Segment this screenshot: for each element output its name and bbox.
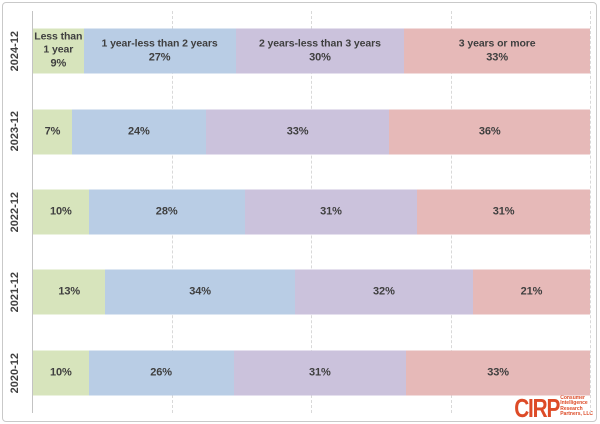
segment-value: 33% xyxy=(286,125,309,138)
year-label: 2024-12 xyxy=(9,31,21,72)
segment-label: Less than 1 year 9% xyxy=(34,31,82,72)
segment-label: 26% xyxy=(150,365,172,380)
segment-value: 33% xyxy=(487,366,509,379)
segment-value: 10% xyxy=(49,205,72,218)
bar-segment: 3 years or more 33% xyxy=(404,28,590,74)
cirp-logo: CIRP Consumer Intelligence Research Partner… xyxy=(501,392,593,423)
segment-value: 34% xyxy=(189,285,211,298)
bar-segment: 2 years-less than 3 years 30% xyxy=(235,28,405,74)
bar-segment: 24% xyxy=(71,109,206,155)
segment-label: 33% xyxy=(487,365,509,380)
segment-value: 13% xyxy=(58,285,81,298)
segment-value: 24% xyxy=(127,125,150,138)
segment-name: 3 years or more xyxy=(458,37,536,50)
cirp-tagline-line: Partners, LLC xyxy=(560,411,593,418)
segment-value: 27% xyxy=(148,51,171,64)
segment-label: 31% xyxy=(493,205,515,220)
segment-label: 13% xyxy=(58,285,80,300)
cirp-tagline-line: Research xyxy=(560,405,583,412)
segment-value: 30% xyxy=(309,51,331,64)
segment-label: 32% xyxy=(373,285,395,300)
cirp-tagline: Consumer Intelligence Research Partners, LL… xyxy=(560,394,593,420)
segment-label: 1 year-less than 2 years 27% xyxy=(102,37,218,65)
segment-value: 10% xyxy=(49,366,72,379)
chart-row-2020-12: 2020-12 10% 26% 31% 33% xyxy=(9,333,590,413)
bar-segment: 1 year-less than 2 years 27% xyxy=(83,28,236,74)
bar-segment: 7% xyxy=(33,109,72,155)
bar-segment: 28% xyxy=(88,189,245,235)
bar-segment: 33% xyxy=(205,109,390,155)
bar-segment: 10% xyxy=(33,189,89,235)
segment-label: 31% xyxy=(309,365,331,380)
chart-row-2023-12: 2023-12 7% 24% 33% 36% xyxy=(9,91,590,171)
bar-track: 13% 34% 32% 21% xyxy=(33,269,590,315)
segment-value: 31% xyxy=(308,366,331,379)
bar-segment: 33% xyxy=(406,350,590,396)
segment-value: 7% xyxy=(44,125,61,138)
bar-segment: 32% xyxy=(294,269,474,315)
plot-area: 2024-12 Less than 1 year 9% 1 year-less than… xyxy=(9,11,591,413)
segment-label: 10% xyxy=(50,365,72,380)
segment-label: 3 years or more 33% xyxy=(459,37,536,65)
cirp-tagline-line: Consumer xyxy=(560,394,585,401)
year-label: 2023-12 xyxy=(9,111,21,152)
year-label: 2020-12 xyxy=(9,352,21,394)
chart-row-2024-12: 2024-12 Less than 1 year 9% 1 year-less than… xyxy=(9,11,590,91)
segment-label: 33% xyxy=(287,124,309,139)
bar-segment: 31% xyxy=(233,350,407,396)
segment-value: 31% xyxy=(492,205,515,218)
segment-label: 36% xyxy=(479,124,501,139)
segment-value: 21% xyxy=(520,285,543,298)
bar-segment: 26% xyxy=(88,350,234,396)
segment-label: 28% xyxy=(156,205,178,220)
segment-value: 36% xyxy=(478,125,501,138)
segment-value: 32% xyxy=(373,285,395,298)
segment-label: 31% xyxy=(320,205,342,220)
bar-segment: 36% xyxy=(389,109,590,155)
segment-label: 21% xyxy=(521,285,543,300)
segment-label: 7% xyxy=(45,124,61,139)
segment-label: 24% xyxy=(128,124,150,139)
segment-label: 2 years-less than 3 years 30% xyxy=(259,37,381,65)
segment-value: 9% xyxy=(50,57,67,70)
cirp-tagline-line: Intelligence xyxy=(560,400,588,407)
segment-value: 26% xyxy=(150,366,172,379)
segment-label: 10% xyxy=(50,205,72,220)
segment-value: 28% xyxy=(155,205,178,218)
segment-value: 33% xyxy=(486,51,508,64)
bar-track: 10% 26% 31% 33% xyxy=(33,350,590,396)
bar-rows: 2024-12 Less than 1 year 9% 1 year-less than… xyxy=(9,11,590,413)
bar-segment: 34% xyxy=(105,269,295,315)
year-label: 2022-12 xyxy=(9,191,21,233)
segment-label: 34% xyxy=(189,285,211,300)
year-label: 2021-12 xyxy=(9,272,21,313)
bar-segment: 31% xyxy=(417,189,590,235)
bar-track: 10% 28% 31% 31% xyxy=(33,189,590,235)
bar-segment: 21% xyxy=(473,269,590,315)
bar-track: Less than 1 year 9% 1 year-less than 2 year… xyxy=(33,28,590,74)
chart-row-2022-12: 2022-12 10% 28% 31% 31% xyxy=(9,172,590,252)
bar-segment: 31% xyxy=(244,189,418,235)
segment-name: 1 year-less than 2 years xyxy=(101,37,218,50)
bar-segment: Less than 1 year 9% xyxy=(33,28,84,74)
chart-row-2021-12: 2021-12 13% 34% 32% 21% xyxy=(9,252,590,332)
cirp-brand-text: CIRP xyxy=(514,392,560,423)
segment-name: 2 years-less than 3 years xyxy=(259,37,381,50)
bar-segment: 10% xyxy=(33,350,89,396)
segment-name: 1 year xyxy=(43,43,74,56)
y-axis-line xyxy=(32,11,33,413)
bar-track: 7% 24% 33% 36% xyxy=(33,109,590,155)
gridline-100pct xyxy=(590,11,591,413)
segment-name: Less than xyxy=(34,30,83,43)
bar-segment: 13% xyxy=(33,269,106,315)
segment-value: 31% xyxy=(320,205,342,218)
